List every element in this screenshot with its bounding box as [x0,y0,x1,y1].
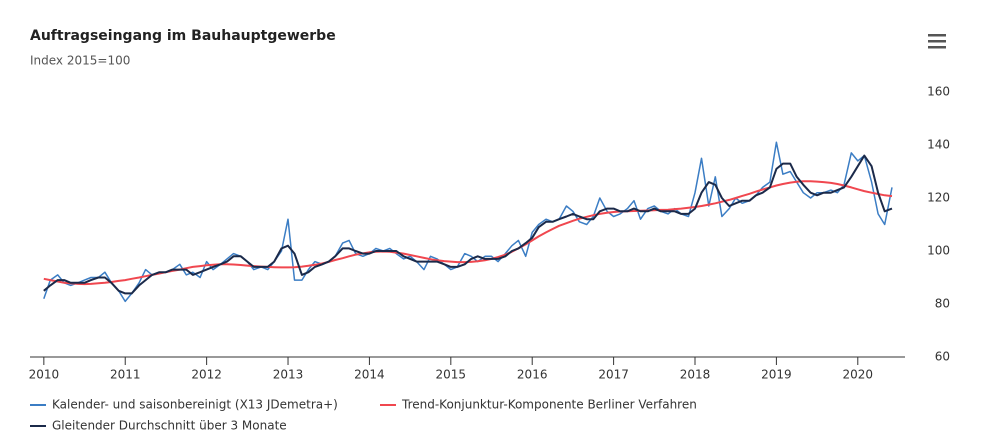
chart-subtitle: Index 2015=100 [30,54,130,68]
legend-label: Gleitender Durchschnitt über 3 Monate [52,419,287,433]
legend-label: Trend-Konjunktur-Komponente Berliner Ver… [401,398,697,412]
data-line [43,141,893,303]
menu-button[interactable] [928,34,946,49]
x-tick-label: 2016 [517,368,548,382]
data-line [43,154,893,295]
x-tick-label: 2012 [191,368,222,382]
x-tick-label: 2019 [761,368,792,382]
menu-bar[interactable] [928,40,946,43]
x-tick-label: 2018 [680,368,711,382]
x-tick-label: 2015 [436,368,467,382]
data-line [43,180,893,286]
y-tick-label: 140 [927,138,950,152]
x-tick-label: 2017 [598,368,629,382]
y-tick-label: 120 [927,191,950,205]
x-tick-label: 2013 [273,368,304,382]
x-tick-label: 2014 [354,368,385,382]
menu-bar[interactable] [928,34,946,37]
y-tick-label: 100 [927,244,950,258]
menu-bar[interactable] [928,46,946,49]
x-tick-label: 2011 [110,368,141,382]
x-tick-label: 2020 [843,368,874,382]
y-tick-label: 60 [935,350,950,364]
chart-title: Auftragseingang im Bauhauptgewerbe [30,28,336,44]
x-tick-label: 2010 [29,368,60,382]
y-tick-label: 80 [935,297,950,311]
legend-label: Kalender- und saisonbereinigt (X13 JDeme… [52,398,338,412]
y-tick-label: 160 [927,85,950,99]
